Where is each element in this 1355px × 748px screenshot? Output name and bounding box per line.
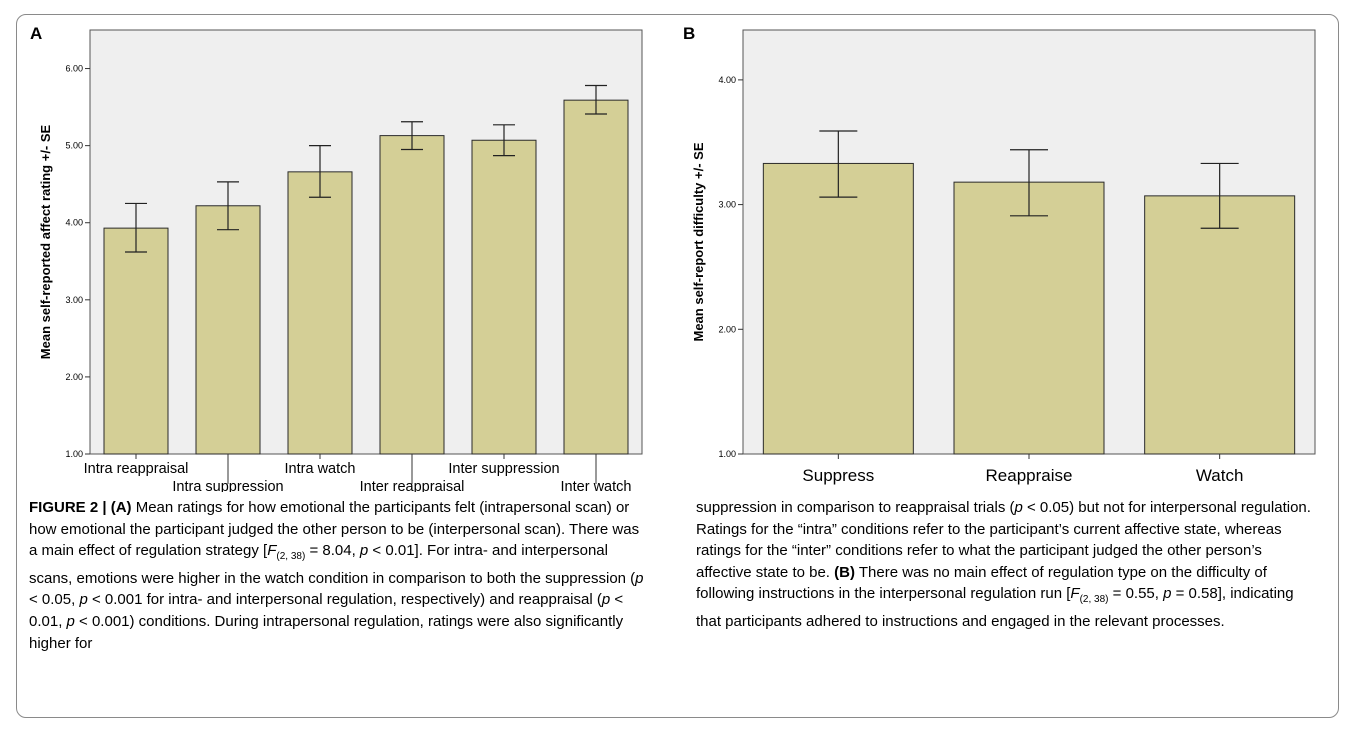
x-tick-label: Reappraise	[986, 466, 1073, 485]
caption-text: < 0.01,	[29, 591, 624, 630]
x-tick-label: Suppress	[802, 466, 874, 485]
caption-panel-ref: (B)	[834, 563, 855, 581]
x-tick-label: Inter suppression	[448, 461, 559, 477]
bar	[103, 227, 169, 455]
caption-italic: p	[359, 542, 369, 560]
caption-text: < 0.01]. For intra- and interpersonal sc…	[29, 542, 636, 587]
caption-text: < 0.05) but not for interpersonal regula…	[696, 499, 1311, 581]
caption-italic: F	[1070, 585, 1080, 603]
caption-subscript: (2, 38)	[1079, 594, 1109, 606]
bar	[1144, 195, 1296, 455]
figure-frame	[16, 14, 1339, 718]
caption-italic: p	[79, 591, 88, 609]
y-tick-label: 1.00	[718, 449, 736, 459]
caption-text: < 0.001 for intra- and interpersonal reg…	[87, 591, 602, 609]
caption-italic: F	[267, 542, 277, 560]
caption-text: < 0.05,	[29, 591, 80, 609]
y-tick-label: 3.00	[65, 295, 83, 305]
caption-right: suppression in comparison to reappraisal…	[696, 497, 1316, 633]
x-tick-label: Inter watch	[561, 479, 632, 492]
panel-a-letter: A	[30, 24, 43, 43]
y-tick-label: 3.00	[718, 200, 736, 210]
figure-label: FIGURE 2 |	[29, 499, 111, 516]
caption-panel-ref: (A)	[110, 499, 132, 516]
caption-text: suppression in comparison to reappraisal…	[696, 499, 1015, 516]
caption-text: = 0.55,	[1108, 585, 1164, 603]
caption-italic: p	[601, 591, 611, 609]
bar	[379, 135, 445, 455]
y-tick-label: 5.00	[65, 141, 83, 151]
panel-b-letter: B	[683, 24, 696, 43]
caption-italic: p	[1163, 585, 1172, 603]
chart-a: 1.00 2.00 3.00 4.00 5.00 6.00 Mean self-report…	[38, 29, 643, 492]
bar	[471, 139, 537, 455]
caption-left: FIGURE 2 | (A) Mean ratings for how emot…	[29, 497, 649, 654]
y-tick-label: 4.00	[65, 218, 83, 228]
y-tick-label: 6.00	[65, 64, 83, 74]
caption-italic: p	[635, 569, 644, 587]
bar	[287, 171, 353, 455]
caption-text: = 8.04,	[305, 542, 360, 560]
x-tick-label: Intra suppression	[172, 479, 283, 492]
bar	[953, 181, 1105, 455]
y-tick-label: 4.00	[718, 75, 736, 85]
y-tick-label: 2.00	[718, 324, 736, 334]
bar	[195, 205, 261, 455]
x-tick-label: Intra reappraisal	[84, 461, 189, 477]
y-axis-label: Mean self-report difficulty +/- SE	[691, 142, 706, 341]
caption-text: = 0.58], indicating that participants ad…	[696, 585, 1294, 630]
caption-text: There was no main effect of regulation t…	[696, 563, 1267, 603]
caption-text: < 0.001) conditions. During intrapersona…	[29, 612, 624, 652]
x-tick-label: Intra watch	[285, 461, 356, 477]
x-tick-label: Inter reappraisal	[360, 479, 465, 492]
bar	[563, 99, 629, 455]
caption-subscript: (2, 38)	[276, 551, 306, 563]
caption-italic: p	[66, 612, 75, 630]
chart-b: 1.00 2.00 3.00 4.00 Mean self-report difficu…	[691, 29, 1316, 485]
y-tick-label: 1.00	[65, 449, 83, 459]
x-tick-label: Watch	[1196, 466, 1244, 485]
plot-area	[89, 29, 643, 455]
y-tick-label: 2.00	[65, 372, 83, 382]
y-axis-label: Mean self-reported affect rating +/- SE	[38, 124, 53, 359]
bar	[762, 162, 914, 455]
caption-italic: p	[1014, 499, 1023, 516]
caption-text: Mean ratings for how emotional the parti…	[29, 499, 640, 560]
